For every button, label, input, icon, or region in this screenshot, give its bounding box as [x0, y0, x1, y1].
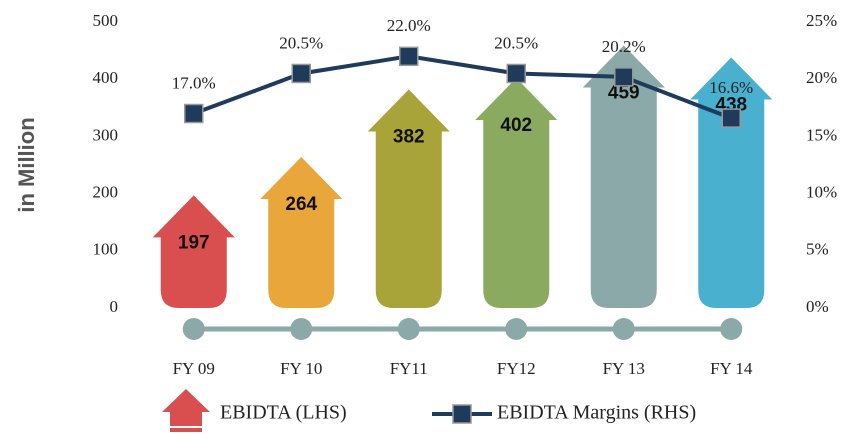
line-marker	[184, 103, 204, 124]
bar	[260, 156, 343, 308]
timeline-dot	[397, 318, 420, 340]
legend-label: EBIDTA (LHS)	[220, 402, 347, 424]
line-value-label: 20.5%	[279, 33, 323, 52]
y-tick-label: 100	[93, 240, 119, 259]
line-marker	[614, 67, 634, 87]
timeline-dot	[505, 318, 528, 340]
line-marker	[399, 46, 419, 67]
bar	[475, 78, 558, 308]
line-value-label: 17.0%	[172, 73, 216, 92]
y-tick-label: 400	[93, 68, 119, 87]
bar	[582, 45, 665, 309]
bar-value-label: 402	[500, 115, 532, 136]
y-axis-label: in Million	[14, 117, 39, 212]
x-tick-label: FY 14	[710, 359, 753, 378]
line-marker	[721, 108, 741, 128]
line-value-label: 16.6%	[709, 78, 753, 97]
y2-tick-label: 5%	[806, 240, 829, 259]
x-tick-label: FY11	[390, 359, 428, 378]
line-value-label: 20.2%	[602, 37, 646, 56]
line-marker	[291, 63, 311, 84]
bar	[367, 89, 450, 308]
bar-value-label: 459	[608, 82, 640, 103]
y2-tick-label: 10%	[806, 183, 837, 202]
y2-tick-label: 20%	[806, 68, 837, 87]
legend: EBIDTA (LHS) EBIDTA Margins (RHS)	[162, 389, 696, 432]
x-tick-label: FY 10	[280, 359, 322, 378]
x-tick-label: FY 09	[173, 359, 215, 378]
line-value-label: 20.5%	[494, 33, 538, 52]
y-tick-label: 300	[93, 125, 119, 144]
y2-tick-label: 25%	[806, 11, 837, 30]
bar	[152, 195, 235, 308]
bar-value-label: 382	[393, 127, 425, 148]
line-marker	[506, 63, 526, 84]
bar	[690, 57, 773, 308]
line	[193, 54, 732, 120]
x-tick-label: FY 13	[603, 359, 645, 378]
y2-tick-label: 15%	[806, 125, 837, 144]
legend-bar-icon	[162, 389, 210, 426]
y-tick-label: 200	[93, 183, 119, 202]
legend-marker-icon	[452, 404, 472, 424]
y2-tick-label: 0%	[806, 297, 829, 316]
bar-value-label: 264	[285, 194, 317, 215]
timeline-dot	[182, 318, 205, 340]
x-tick-label: FY12	[497, 359, 536, 378]
y-tick-label: 0	[110, 297, 119, 316]
y-tick-label: 500	[93, 11, 119, 30]
line-value-label: 22.0%	[387, 16, 431, 35]
timeline-dot	[290, 318, 313, 340]
bar-value-label: 197	[178, 232, 210, 253]
legend-bar-icon-base	[170, 428, 202, 432]
legend-label: EBIDTA Margins (RHS)	[497, 402, 696, 424]
timeline-dot	[720, 318, 743, 340]
timeline-dot	[612, 318, 635, 340]
